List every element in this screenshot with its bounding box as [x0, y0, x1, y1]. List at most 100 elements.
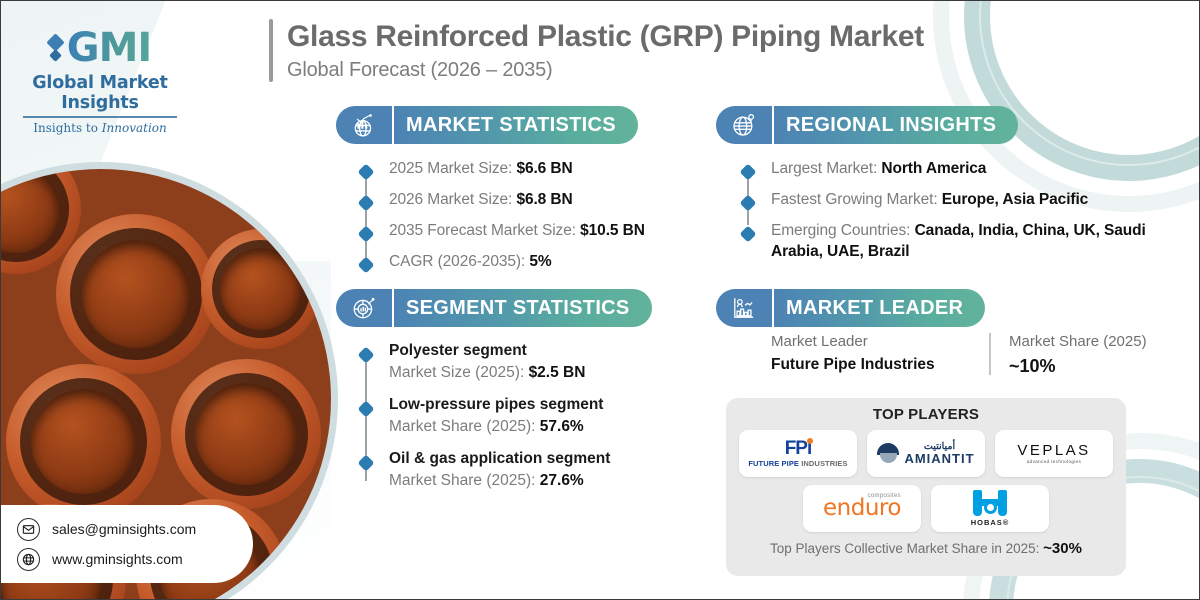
- contact-website-text: www.gminsights.com: [52, 551, 183, 567]
- section-title-pill: REGIONAL INSIGHTS: [774, 106, 1019, 144]
- hobas-logo: HOBAS®: [971, 490, 1010, 527]
- bullet-dot-icon: [357, 194, 375, 212]
- tagline-italic: Innovation: [101, 120, 167, 135]
- item-label: 2026 Market Size:: [389, 190, 517, 208]
- bullet-dot-icon: [357, 225, 375, 243]
- section-title-pill: MARKET STATISTICS: [394, 106, 638, 144]
- logo-future-pipe-industries[interactable]: FPi FUTURE PIPE INDUSTRIES: [739, 430, 857, 477]
- gmi-logo-tagline: Insights to Innovation: [15, 121, 185, 135]
- top-players-logo-row: composites enduro HOBAS®: [738, 485, 1114, 532]
- globe-icon: [17, 547, 40, 571]
- list-item-text: Fastest Growing Market: Europe, Asia Pac…: [771, 190, 1171, 211]
- fpi-logo-mark: FPi: [784, 438, 814, 460]
- section-title-regional-insights: REGIONAL INSIGHTS: [786, 113, 997, 136]
- gmi-logo-letters: GMI: [66, 25, 153, 71]
- segment-title: Low-pressure pipes segment: [389, 396, 604, 413]
- item-value: Europe, Asia Pacific: [941, 190, 1089, 208]
- globe-bar-chart-icon: [336, 106, 392, 144]
- page-title-block: Glass Reinforced Plastic (GRP) Piping Ma…: [269, 19, 924, 83]
- contact-email-row[interactable]: sales@gminsights.com: [17, 517, 253, 541]
- segment-title: Oil & gas application segment: [389, 450, 611, 467]
- market-leader-details: Market Leader Future Pipe Industries Mar…: [771, 333, 1147, 377]
- logo-veplas[interactable]: VEPLAS advanced technologies: [995, 430, 1113, 477]
- fpi-dot-icon: [807, 438, 814, 445]
- market-leader-name-block: Market Leader Future Pipe Industries: [771, 333, 971, 374]
- fpi-initials: FPi: [784, 438, 813, 460]
- item-label: CAGR (2026-2035):: [389, 252, 530, 270]
- top-players-panel: TOP PLAYERS FPi FUTURE PIPE INDUSTRIES أ…: [726, 398, 1126, 576]
- page-title: Glass Reinforced Plastic (GRP) Piping Ma…: [287, 20, 924, 53]
- contact-panel: sales@gminsights.com www.gminsights.com: [1, 505, 253, 583]
- section-header-regional-insights: REGIONAL INSIGHTS: [716, 106, 1019, 144]
- list-item: 2025 Market Size: $6.6 BN: [357, 159, 689, 181]
- contact-website-row[interactable]: www.gminsights.com: [17, 547, 253, 571]
- fpi-word-b: INDUSTRIES: [801, 459, 848, 469]
- list-item-text: Emerging Countries: Canada, India, China…: [771, 221, 1171, 263]
- logo-hobas[interactable]: HOBAS®: [931, 485, 1049, 532]
- section-title-pill: SEGMENT STATISTICS: [394, 289, 652, 327]
- item-value: 57.6%: [539, 418, 584, 435]
- item-label: Market Share (2025):: [389, 472, 540, 489]
- bullet-dot-icon: [357, 163, 375, 181]
- segment-detail: Market Size (2025): $2.5 BN: [389, 364, 689, 382]
- section-header-market-statistics: MARKET STATISTICS: [336, 106, 638, 144]
- market-share-label: Market Share (2025): [1009, 333, 1147, 350]
- veplas-wordmark: VEPLAS: [1017, 441, 1091, 459]
- bullet-dot-icon: [739, 225, 757, 243]
- gmi-logo-mark: GMI: [15, 25, 185, 71]
- item-value: $6.8 BN: [516, 190, 573, 208]
- bullet-dot-icon: [357, 256, 375, 274]
- section-title-segment-statistics: SEGMENT STATISTICS: [406, 296, 630, 319]
- item-label: Market Share (2025):: [389, 418, 540, 435]
- market-share-value: ~10%: [1009, 356, 1056, 376]
- segment-title: Polyester segment: [389, 342, 527, 359]
- hobas-logo-mark: [973, 490, 1007, 517]
- list-item: Emerging Countries: Canada, India, China…: [739, 221, 1171, 263]
- podium-leader-icon: [716, 289, 772, 327]
- veplas-tagline: advanced technologies: [1026, 458, 1082, 464]
- item-label: 2035 Forecast Market Size:: [389, 221, 581, 239]
- logo-divider: [23, 116, 177, 118]
- market-share-block: Market Share (2025) ~10%: [1009, 333, 1147, 377]
- list-item: Largest Market: North America: [739, 159, 1171, 181]
- tagline-plain: Insights to: [33, 120, 102, 135]
- veplas-logo: VEPLAS advanced technologies: [1017, 443, 1090, 465]
- list-item-text: CAGR (2026-2035): 5%: [389, 252, 689, 273]
- list-spine: [365, 168, 367, 264]
- section-header-segment-statistics: SEGMENT STATISTICS: [336, 289, 652, 327]
- fpi-word-a: FUTURE PIPE: [748, 459, 802, 469]
- item-label: Largest Market:: [771, 160, 882, 177]
- logo-amiantit[interactable]: أميانتيت AMIANTIT: [867, 430, 985, 477]
- list-item: Oil & gas application segment Market Sha…: [357, 450, 689, 490]
- segment-detail: Market Share (2025): 57.6%: [389, 418, 689, 436]
- item-value: Canada, India, China, UK, Saudi Arabia, …: [771, 221, 1146, 260]
- vertical-divider: [989, 333, 991, 375]
- item-value: North America: [881, 160, 987, 177]
- fpi-logo-wordmark: FUTURE PIPE INDUSTRIES: [748, 460, 847, 468]
- amiantit-arabic: أميانتيت: [923, 440, 956, 452]
- diamonds-icon: [46, 33, 65, 62]
- regional-insights-list: Largest Market: North America Fastest Gr…: [739, 159, 1171, 263]
- bullet-dot-icon: [739, 163, 757, 181]
- list-item: Polyester segment Market Size (2025): $2…: [357, 342, 689, 382]
- section-header-market-leader: MARKET LEADER: [716, 289, 986, 327]
- section-title-pill: MARKET LEADER: [774, 289, 986, 327]
- title-accent-bar: [269, 19, 273, 83]
- segment-detail: Market Share (2025): 27.6%: [389, 472, 689, 490]
- item-label: Fastest Growing Market:: [771, 190, 942, 208]
- list-item-text: 2026 Market Size: $6.8 BN: [389, 190, 689, 211]
- item-label: Emerging Countries:: [771, 221, 915, 239]
- page-subtitle: Global Forecast (2026 – 2035): [287, 59, 553, 82]
- item-value: $6.6 BN: [516, 160, 573, 177]
- segment-statistics-list: Polyester segment Market Size (2025): $2…: [357, 342, 689, 490]
- logo-enduro-composites[interactable]: composites enduro: [803, 485, 921, 532]
- contact-email-text: sales@gminsights.com: [52, 521, 197, 537]
- list-item: Fastest Growing Market: Europe, Asia Pac…: [739, 190, 1171, 212]
- market-leader-label: Market Leader: [771, 333, 868, 350]
- gmi-logo-name: Global Market Insights: [32, 73, 168, 113]
- envelope-icon: [17, 517, 40, 541]
- list-item: Low-pressure pipes segment Market Share …: [357, 396, 689, 436]
- list-item-text: Largest Market: North America: [771, 159, 1171, 180]
- item-value: 27.6%: [539, 472, 584, 489]
- top-players-logo-row: FPi FUTURE PIPE INDUSTRIES أميانتيت AMIA…: [738, 430, 1114, 477]
